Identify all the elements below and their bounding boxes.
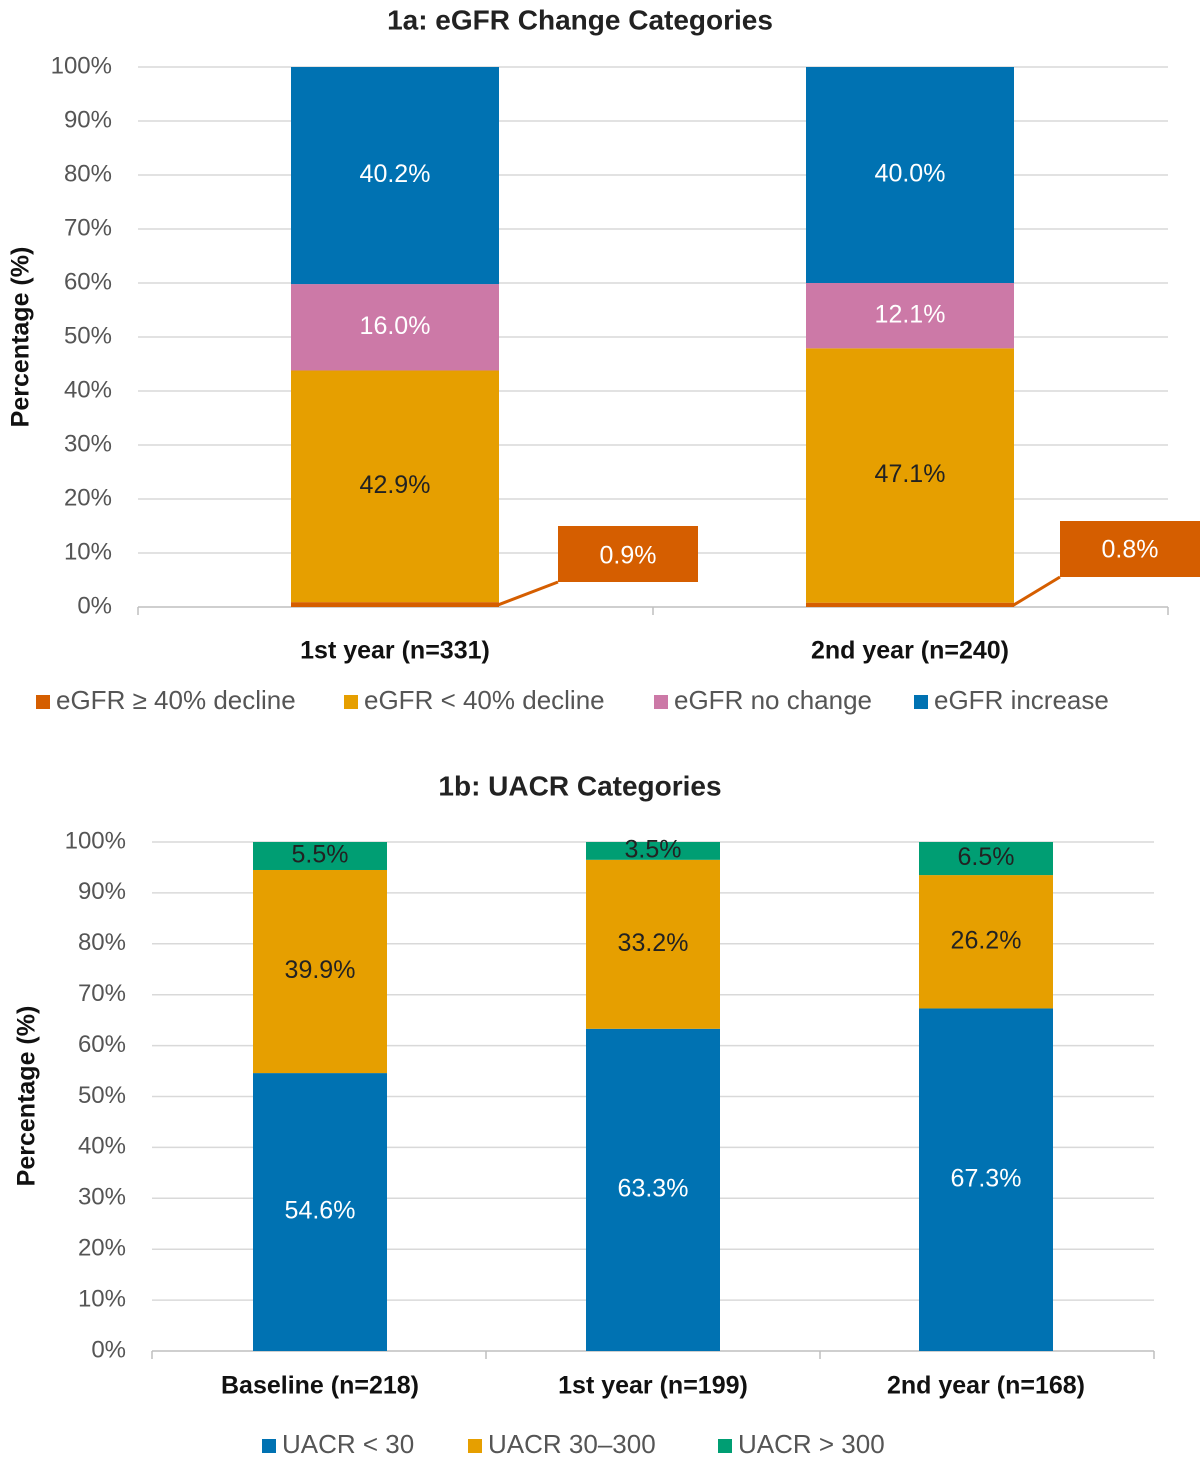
category-label: 1st year (n=331) <box>300 637 490 665</box>
y-tick-label: 20% <box>64 484 112 511</box>
y-tick-label: 10% <box>64 538 112 565</box>
data-label: 67.3% <box>951 1164 1022 1192</box>
legend-label: UACR < 30 <box>282 1429 414 1457</box>
y-axis-label: Percentage (%) <box>7 247 35 428</box>
data-label: 63.3% <box>618 1175 689 1203</box>
category-label: Baseline (n=218) <box>221 1372 419 1400</box>
legend-swatch <box>468 1439 482 1453</box>
y-axis-label: Percentage (%) <box>13 1006 41 1187</box>
bar-segment <box>586 842 720 860</box>
data-label: 0.9% <box>600 542 657 570</box>
y-tick-label: 20% <box>78 1235 126 1262</box>
chart-1a: 1a: eGFR Change Categories 0% 10% 20% 30% 40%… <box>7 4 1200 715</box>
bar-segment <box>253 869 387 1074</box>
y-tick-label: 100% <box>51 52 112 79</box>
y-tick-label: 100% <box>65 827 126 854</box>
y-tick-label: 30% <box>64 430 112 457</box>
y-tick-label: 60% <box>78 1031 126 1058</box>
bar-segment <box>586 1028 720 1351</box>
callout-box <box>558 526 698 582</box>
bar-segment <box>253 1073 387 1351</box>
y-tick-label: 80% <box>78 929 126 956</box>
y-tick-label: 50% <box>64 322 112 349</box>
data-label: 16.0% <box>360 312 431 340</box>
callout-leader-line <box>806 575 1061 607</box>
legend-label: eGFR increase <box>934 685 1109 715</box>
legend-label: eGFR < 40% decline <box>364 685 605 715</box>
bar-segment <box>919 875 1053 1009</box>
bar-segment <box>253 842 387 870</box>
y-tick-label: 80% <box>64 160 112 187</box>
legend-swatch <box>344 695 358 709</box>
category-label: 2nd year (n=240) <box>811 637 1009 665</box>
legend-label: eGFR ≥ 40% decline <box>56 685 296 715</box>
data-label: 26.2% <box>951 926 1022 954</box>
legend-swatch <box>718 1439 732 1453</box>
data-label: 6.5% <box>958 843 1015 871</box>
chart-1b: 1b: UACR Categories 0% 10% 20% 30% 40% 50% 60% 7… <box>13 770 1155 1457</box>
category-label: 1st year (n=199) <box>558 1372 748 1400</box>
data-label: 42.9% <box>360 471 431 499</box>
y-tick-label: 60% <box>64 268 112 295</box>
chart-title: 1b: UACR Categories <box>438 770 721 801</box>
data-label: 40.0% <box>875 160 946 188</box>
callout-leader-line <box>291 580 559 607</box>
y-tick-label: 40% <box>64 376 112 403</box>
legend-swatch <box>914 695 928 709</box>
y-tick-label: 10% <box>78 1285 126 1312</box>
legend-swatch <box>262 1439 276 1453</box>
bar-segment <box>806 283 1014 349</box>
y-tick-label: 90% <box>64 106 112 133</box>
y-tick-label: 70% <box>64 214 112 241</box>
chart-title: 1a: eGFR Change Categories <box>387 4 773 35</box>
y-tick-label: 0% <box>77 592 112 619</box>
y-tick-label: 40% <box>78 1133 126 1160</box>
legend-swatch <box>654 695 668 709</box>
bar-segment <box>806 67 1014 283</box>
data-label: 33.2% <box>618 929 689 957</box>
data-label: 39.9% <box>285 956 356 984</box>
data-label: 40.2% <box>360 160 431 188</box>
data-label: 47.1% <box>875 460 946 488</box>
legend-swatch <box>36 695 50 709</box>
data-label: 3.5% <box>625 836 682 864</box>
y-tick-label: 50% <box>78 1082 126 1109</box>
category-label: 2nd year (n=168) <box>887 1372 1085 1400</box>
data-label: 54.6% <box>285 1197 356 1225</box>
data-label: 12.1% <box>875 300 946 328</box>
y-tick-label: 30% <box>78 1184 126 1211</box>
bar-segment <box>586 859 720 1029</box>
legend-label: UACR 30–300 <box>488 1429 656 1457</box>
legend-label: eGFR no change <box>674 685 872 715</box>
bar-segment <box>291 284 499 371</box>
y-tick-label: 0% <box>91 1336 126 1363</box>
y-tick-label: 90% <box>78 878 126 905</box>
bar-segment <box>806 348 1014 603</box>
bar-segment <box>919 842 1053 876</box>
bar-segment <box>919 1008 1053 1351</box>
bar-segment <box>291 370 499 603</box>
legend-label: UACR > 300 <box>738 1429 885 1457</box>
data-label: 5.5% <box>292 841 349 869</box>
callout-box <box>1060 521 1200 577</box>
bar-segment <box>291 67 499 285</box>
data-label: 0.8% <box>1102 536 1159 564</box>
y-tick-label: 70% <box>78 980 126 1007</box>
